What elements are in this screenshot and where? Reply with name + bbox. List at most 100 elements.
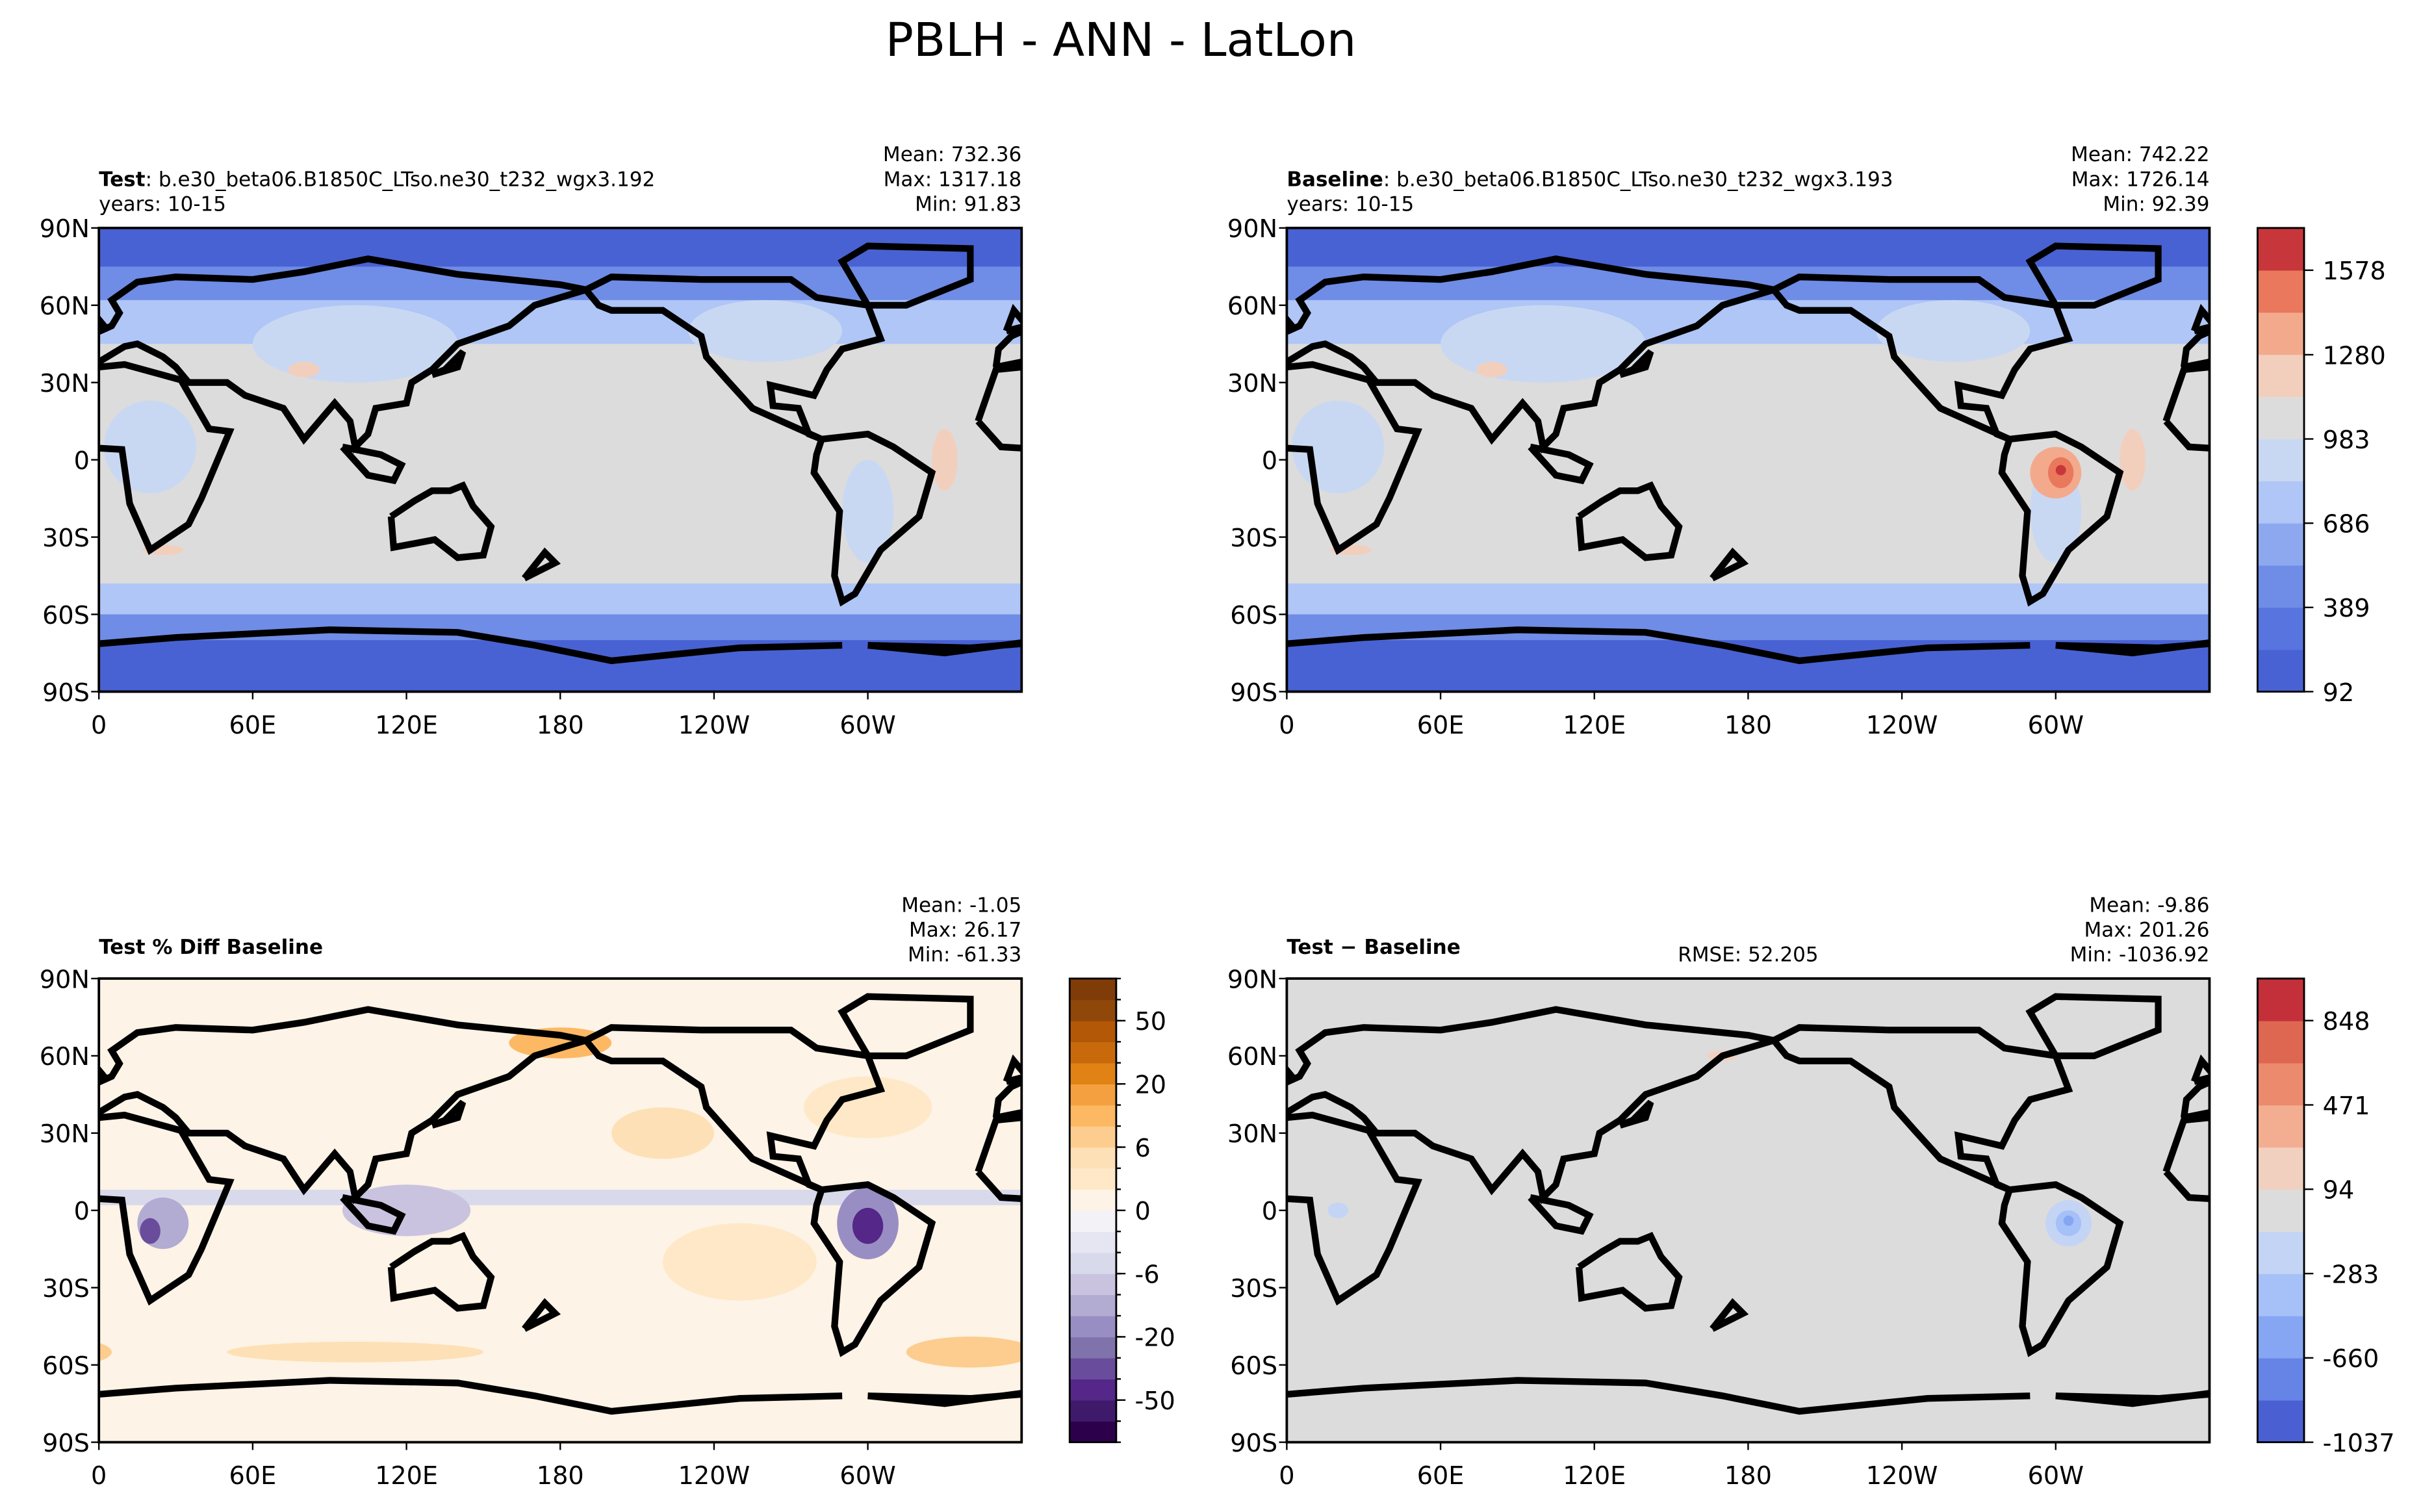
panel-stat: Min: -61.33 — [908, 943, 1021, 967]
panel-stat: Max: 26.17 — [909, 919, 1021, 942]
colorbar-band — [2257, 565, 2305, 608]
panel-title-bold: Test — [99, 168, 146, 191]
colorbar-tick-label: 389 — [2323, 595, 2370, 623]
y-tick-label: 30N — [40, 1120, 90, 1149]
colorbar-band — [1070, 1168, 1116, 1190]
panel-rmse: RMSE: 52.205 — [1678, 943, 1818, 967]
colorbar-band — [2257, 481, 2305, 524]
panel-stat: Min: 91.83 — [915, 193, 1021, 216]
field-blob — [1065, 545, 1106, 555]
field-band — [99, 1190, 1022, 1205]
y-tick-label: 0 — [74, 447, 90, 476]
x-tick-label: 120E — [1563, 711, 1626, 740]
colorbar-band — [2257, 1105, 2305, 1148]
colorbar-tick-label: -50 — [1135, 1387, 1175, 1416]
x-tick-label: 60E — [229, 1462, 277, 1491]
colorbar-tick-label: 94 — [2323, 1177, 2355, 1205]
x-tick-label: 180 — [1724, 1462, 1772, 1491]
x-tick-label: 60E — [229, 711, 277, 740]
panel-title-rest: : b.e30_beta06.B1850C_LTso.ne30_t232_wgx… — [146, 168, 656, 191]
panel-stat: Max: 1317.18 — [884, 168, 1022, 191]
colorbar-tick-label: 92 — [2323, 679, 2355, 708]
x-tick-label: 0 — [91, 711, 107, 740]
field-blob — [2399, 362, 2429, 378]
y-tick-label: 90N — [40, 966, 90, 994]
colorbar-frame — [2257, 227, 2305, 693]
field-blob — [1133, 465, 1144, 476]
x-tick-label: 180 — [537, 1462, 584, 1491]
panel-stat: Mean: 732.36 — [883, 143, 1021, 166]
colorbar-tick-label: -660 — [2323, 1345, 2379, 1374]
colorbar-band — [1070, 1105, 1116, 1127]
y-tick-label: 30S — [1230, 524, 1277, 553]
colorbar-band — [1070, 1084, 1116, 1106]
panel-stat: Min: -1036.92 — [2070, 943, 2210, 967]
panel-title: Test − Baseline — [1287, 936, 1460, 959]
y-tick-label: 0 — [1262, 1198, 1277, 1226]
field-blob — [1027, 400, 1119, 493]
colorbar-tick-label: 20 — [1135, 1071, 1167, 1099]
x-tick-label: 120E — [375, 711, 438, 740]
field-blob — [906, 1337, 1022, 1368]
colorbar-band — [2257, 1400, 2305, 1443]
colorbar-band — [1070, 1147, 1116, 1169]
colorbar-band — [1070, 1062, 1116, 1084]
colorbar-tick-label: -283 — [2323, 1261, 2379, 1289]
colorbar-band — [2257, 396, 2305, 439]
colorbar-tick-label: -1037 — [2323, 1429, 2395, 1458]
x-tick-label: 180 — [1724, 711, 1772, 740]
colorbar-band — [1070, 1400, 1116, 1422]
colorbar-tick-label: 6 — [1135, 1134, 1151, 1163]
y-tick-label: 60S — [1230, 1352, 1277, 1381]
map-field — [1107, 227, 2429, 692]
colorbar-tick-label: -6 — [1135, 1261, 1160, 1289]
map-field — [1287, 978, 2210, 1442]
field-blob — [99, 1342, 112, 1362]
field-blob — [1107, 447, 1159, 498]
panel-subtitle: years: 10-15 — [99, 193, 226, 216]
map — [99, 227, 1119, 692]
colorbar-band — [2257, 227, 2305, 271]
panel-stat: Max: 1726.14 — [2071, 168, 2210, 191]
y-tick-label: 30S — [1230, 1275, 1277, 1303]
x-tick-label: 120W — [678, 711, 750, 740]
y-tick-label: 30N — [1227, 370, 1277, 398]
field-blob — [663, 1223, 817, 1301]
colorbar-band — [2257, 270, 2305, 313]
x-tick-label: 0 — [1279, 1462, 1294, 1491]
panel-title-bold: Test − Baseline — [1287, 936, 1460, 959]
colorbar-band — [2257, 978, 2305, 1021]
x-tick-label: 60W — [839, 711, 895, 740]
colorbar-tick-label: 983 — [2323, 426, 2370, 455]
x-tick-label: 180 — [537, 711, 584, 740]
x-tick-label: 120E — [1563, 1462, 1626, 1491]
panel-stat: Min: 92.39 — [2103, 193, 2209, 216]
colorbar-band — [1070, 1315, 1116, 1338]
y-tick-label: 0 — [74, 1198, 90, 1226]
panel-stat: Mean: 742.22 — [2071, 143, 2209, 166]
x-tick-label: 60W — [2028, 1462, 2084, 1491]
colorbar-tick-label: 471 — [2323, 1092, 2370, 1121]
x-tick-label: 0 — [1279, 711, 1294, 740]
y-tick-label: 30S — [42, 524, 90, 553]
x-tick-label: 120W — [1866, 711, 1938, 740]
colorbar-band — [2257, 1147, 2305, 1190]
panel-stat: Max: 201.26 — [2084, 919, 2209, 942]
colorbar-frame — [2257, 977, 2305, 1444]
colorbar-band — [1070, 1274, 1116, 1296]
colorbar-tick-label: 1578 — [2323, 257, 2386, 286]
y-tick-label: 30N — [40, 370, 90, 398]
colorbar-band — [1070, 1189, 1116, 1211]
map — [99, 978, 1022, 1442]
panel-title-bold: Baseline — [1287, 168, 1383, 191]
colorbar-band — [1070, 1210, 1116, 1232]
field-blob — [1125, 457, 1151, 489]
x-tick-label: 120E — [375, 1462, 438, 1491]
figure-title: PBLH - ANN - LatLon — [886, 13, 1356, 67]
colorbar-band — [2257, 1357, 2305, 1401]
field-blob — [342, 1185, 471, 1237]
y-tick-label: 90N — [1227, 215, 1277, 244]
colorbar-tick-label: 1280 — [2323, 342, 2386, 370]
field-blob — [932, 429, 958, 491]
